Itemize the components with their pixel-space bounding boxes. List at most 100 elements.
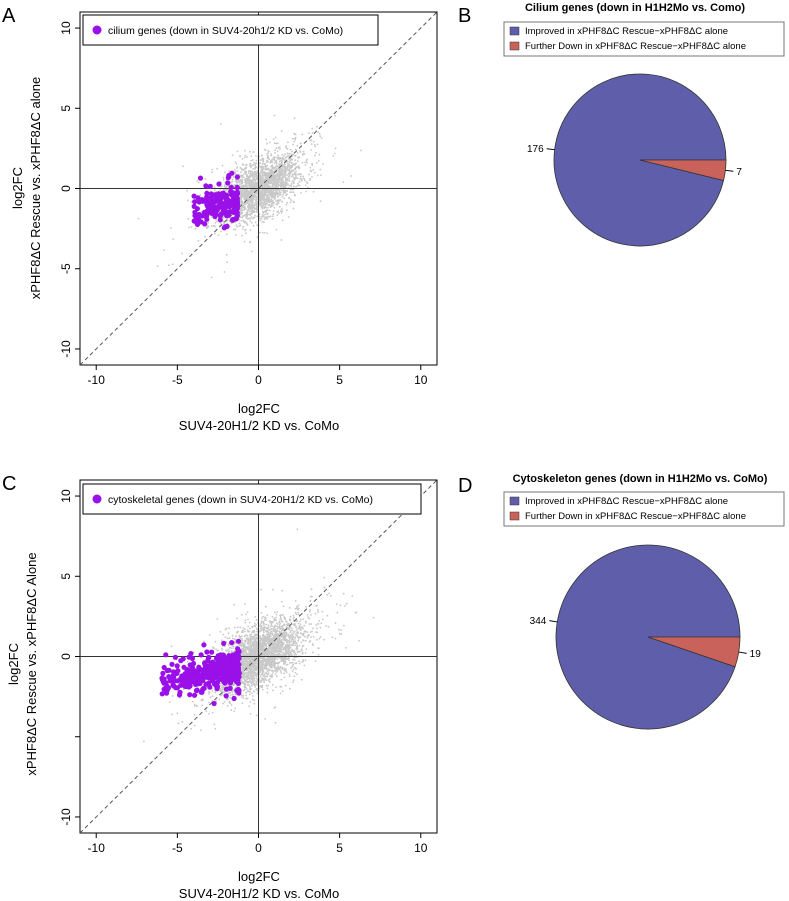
background-point bbox=[294, 154, 296, 157]
background-point bbox=[236, 166, 239, 168]
background-point bbox=[289, 634, 292, 637]
background-point bbox=[289, 615, 292, 618]
background-point bbox=[264, 213, 266, 216]
background-point bbox=[192, 651, 195, 654]
background-point bbox=[275, 228, 278, 231]
background-point bbox=[295, 626, 298, 629]
background-point bbox=[261, 684, 264, 687]
background-point bbox=[228, 627, 231, 630]
background-point bbox=[268, 215, 270, 218]
background-point bbox=[358, 639, 361, 642]
background-point bbox=[244, 621, 247, 624]
background-point bbox=[264, 165, 267, 167]
background-point bbox=[259, 198, 261, 201]
highlight-point bbox=[219, 191, 225, 197]
background-point bbox=[281, 183, 284, 186]
background-point bbox=[269, 215, 272, 218]
background-point bbox=[247, 190, 249, 193]
background-point bbox=[241, 647, 244, 650]
highlight-point bbox=[217, 217, 223, 223]
x-axis-label-a-1: log2FC bbox=[238, 401, 280, 416]
background-point bbox=[321, 610, 324, 613]
background-point bbox=[271, 164, 274, 167]
background-point bbox=[309, 179, 312, 181]
background-point bbox=[252, 217, 255, 219]
background-point bbox=[238, 179, 241, 181]
background-point bbox=[266, 179, 269, 182]
background-point bbox=[266, 687, 269, 690]
background-point bbox=[234, 171, 237, 174]
background-point bbox=[279, 616, 282, 619]
background-point bbox=[266, 627, 268, 630]
background-point bbox=[240, 682, 243, 684]
background-point bbox=[231, 178, 234, 181]
background-point bbox=[259, 191, 261, 194]
background-point bbox=[243, 221, 246, 224]
background-point bbox=[293, 176, 295, 179]
background-point bbox=[265, 209, 268, 212]
background-point bbox=[264, 605, 267, 608]
background-point bbox=[279, 622, 282, 625]
background-point bbox=[293, 653, 296, 656]
background-point bbox=[302, 651, 304, 654]
background-point bbox=[248, 179, 250, 182]
background-point bbox=[278, 668, 281, 671]
x-tick-label: -10 bbox=[88, 373, 106, 387]
background-point bbox=[319, 200, 322, 203]
background-point bbox=[275, 156, 277, 159]
background-point bbox=[287, 624, 289, 627]
background-point bbox=[224, 171, 226, 174]
background-point bbox=[275, 186, 278, 189]
background-point bbox=[282, 185, 284, 188]
background-point bbox=[297, 628, 299, 630]
background-point bbox=[214, 691, 217, 694]
background-point bbox=[278, 173, 281, 176]
background-point bbox=[296, 144, 299, 147]
highlight-point bbox=[208, 191, 214, 197]
background-point bbox=[262, 615, 264, 618]
background-point bbox=[360, 149, 362, 152]
background-point bbox=[255, 714, 258, 717]
background-point bbox=[219, 189, 222, 191]
highlight-point bbox=[193, 214, 199, 220]
background-point bbox=[275, 159, 278, 162]
background-point bbox=[241, 204, 244, 207]
background-point bbox=[254, 686, 257, 688]
background-point bbox=[223, 691, 226, 694]
background-point bbox=[241, 176, 244, 179]
background-point bbox=[266, 159, 268, 162]
background-point bbox=[234, 228, 237, 231]
background-point bbox=[236, 150, 239, 153]
background-point bbox=[287, 141, 289, 144]
background-point bbox=[270, 204, 272, 207]
background-point bbox=[277, 202, 280, 204]
background-point bbox=[275, 203, 278, 206]
background-point bbox=[213, 225, 216, 227]
background-point bbox=[279, 172, 282, 174]
background-point bbox=[285, 635, 287, 637]
background-point bbox=[300, 142, 302, 145]
background-point bbox=[251, 625, 254, 628]
background-point bbox=[234, 161, 237, 163]
background-point bbox=[276, 182, 278, 185]
background-point bbox=[259, 231, 261, 234]
background-point bbox=[261, 688, 264, 691]
background-point bbox=[247, 177, 250, 180]
background-point bbox=[203, 640, 205, 643]
background-point bbox=[256, 692, 259, 695]
background-point bbox=[294, 148, 297, 151]
background-point bbox=[243, 214, 245, 217]
background-point bbox=[282, 189, 285, 191]
background-point bbox=[276, 165, 279, 168]
background-point bbox=[261, 213, 264, 216]
background-point bbox=[294, 194, 296, 197]
background-point bbox=[249, 240, 252, 243]
background-point bbox=[248, 705, 251, 708]
background-point bbox=[232, 693, 234, 696]
background-point bbox=[247, 172, 250, 175]
background-point bbox=[304, 659, 307, 662]
background-point bbox=[292, 663, 295, 666]
background-point bbox=[245, 193, 248, 196]
background-point bbox=[302, 618, 304, 620]
background-point bbox=[172, 238, 175, 241]
